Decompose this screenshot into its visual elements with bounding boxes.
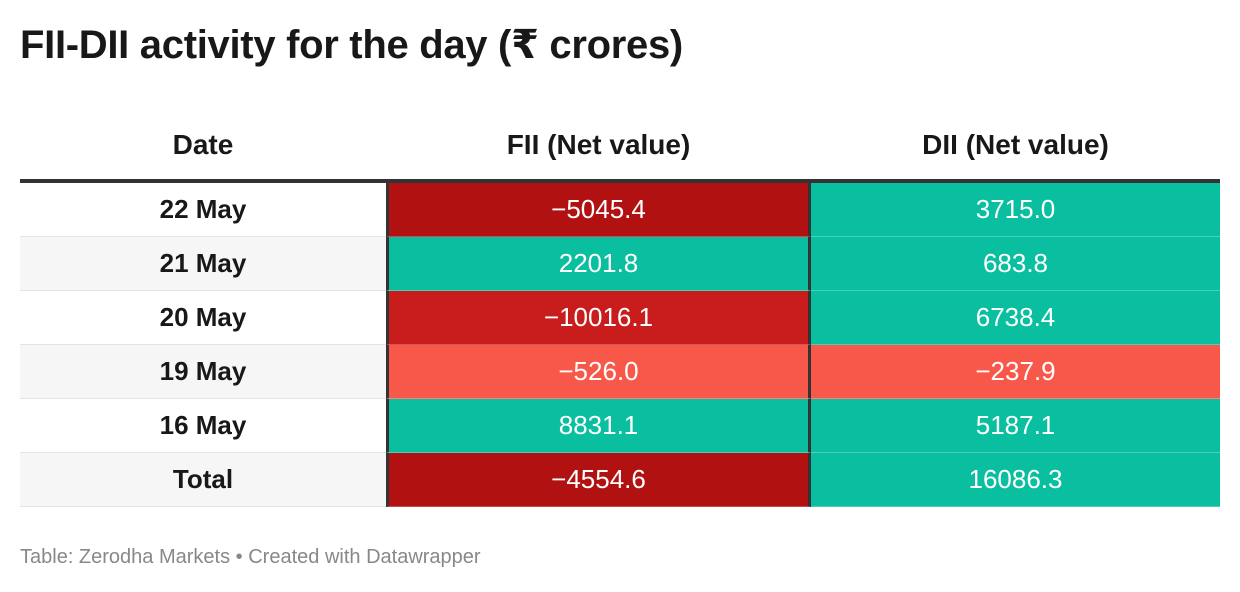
source-label: Table: Zerodha Markets [20,546,231,568]
fii-value-cell: 8831.1 [386,399,811,453]
fii-value-cell: 2201.8 [386,237,811,291]
header-date[interactable]: Date [172,128,234,160]
dii-value-cell: 16086.3 [811,453,1220,507]
table-row: Total −4554.6 16086.3 [20,453,1220,507]
header-fii[interactable]: FII (Net value) [506,128,691,160]
fii-value-cell: −4554.6 [386,453,811,507]
dii-value-cell: 5187.1 [811,399,1220,453]
date-cell: 22 May [20,183,386,237]
dii-value-cell: 6738.4 [811,291,1220,345]
table-row: 22 May −5045.4 3715.0 [20,183,1220,237]
fii-dii-table: Date FII (Net value) DII (Net value) 22 … [20,110,1220,507]
header-dii[interactable]: DII (Net value) [922,128,1109,160]
fii-value-cell: −5045.4 [386,183,811,237]
dii-value-cell: −237.9 [811,345,1220,399]
dii-value-cell: 683.8 [811,237,1220,291]
date-cell: 19 May [20,345,386,399]
fii-value-cell: −10016.1 [386,291,811,345]
date-cell: 21 May [20,237,386,291]
date-cell: 16 May [20,399,386,453]
footer-separator: • [230,546,249,568]
fii-value-cell: −526.0 [386,345,811,399]
date-cell: 20 May [20,291,386,345]
table-row: 21 May 2201.8 683.8 [20,237,1220,291]
chart-title: FII-DII activity for the day (₹ crores) [20,23,683,67]
footer-note: Table: Zerodha Markets • Created with Da… [20,546,481,569]
dii-value-cell: 3715.0 [811,183,1220,237]
table-row: 16 May 8831.1 5187.1 [20,399,1220,453]
datawrapper-credit-link[interactable]: Created with Datawrapper [248,546,481,568]
table-header-row: Date FII (Net value) DII (Net value) [20,110,1220,183]
table-row: 19 May −526.0 −237.9 [20,345,1220,399]
date-cell: Total [20,453,386,507]
table-body: 22 May −5045.4 3715.0 21 May 2201.8 683.8 20 M… [20,183,1220,507]
table-row: 20 May −10016.1 6738.4 [20,291,1220,345]
